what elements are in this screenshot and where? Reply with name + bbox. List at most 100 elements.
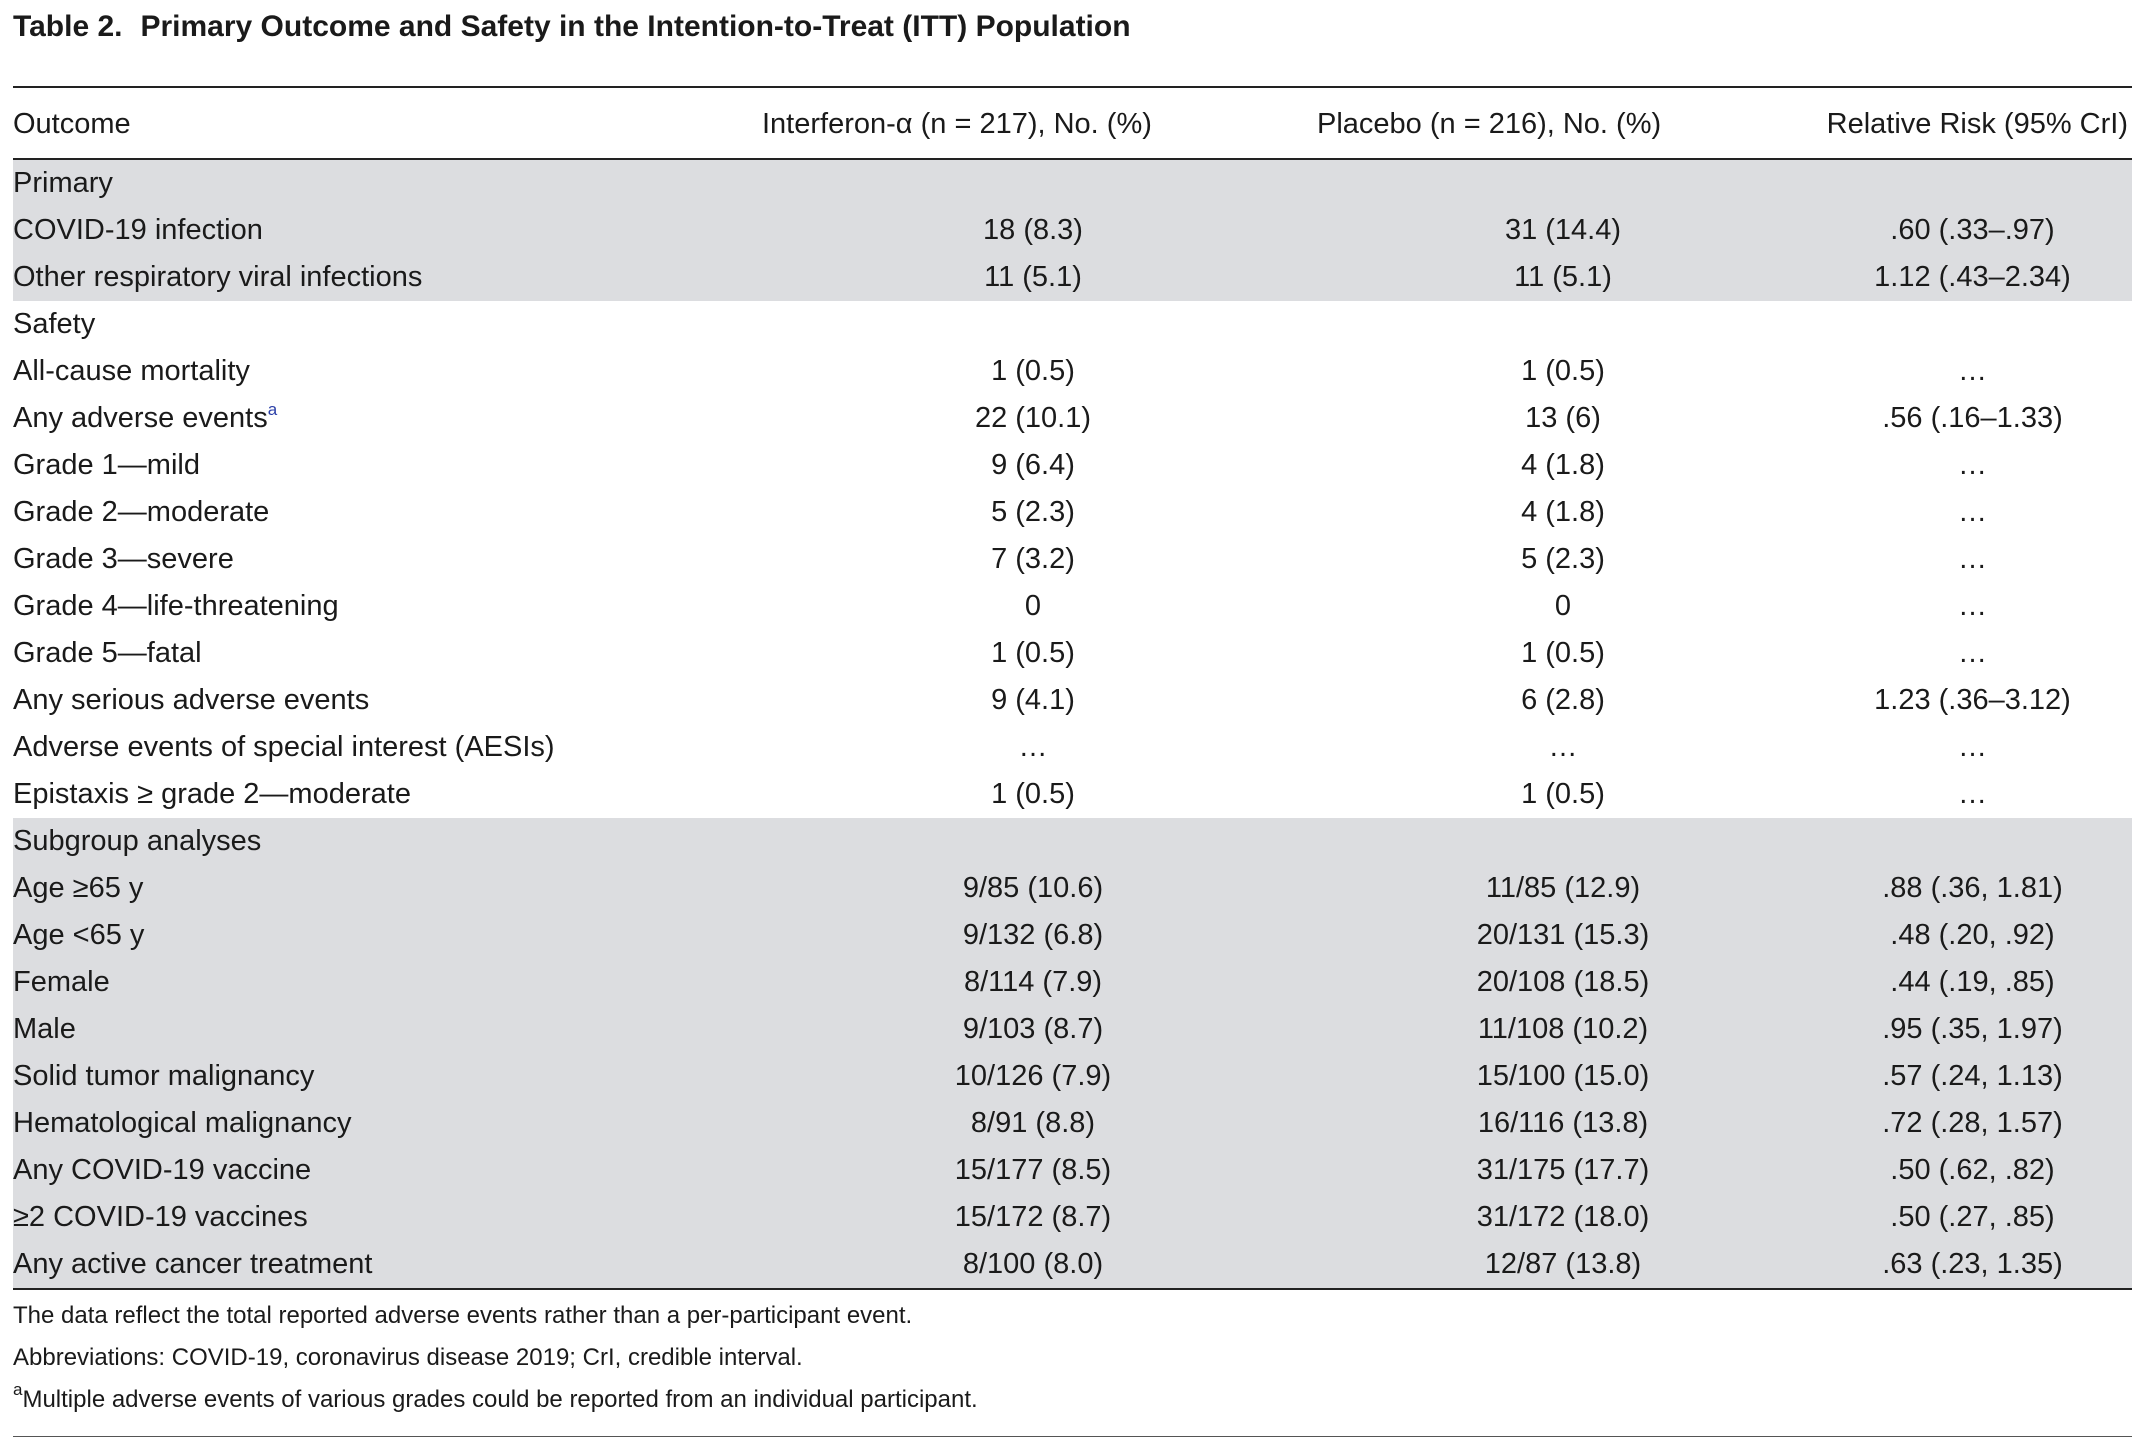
top-rule — [13, 86, 2132, 88]
outcome-cell: Grade 2—moderate — [13, 489, 753, 536]
interferon-cell: 1 (0.5) — [991, 355, 1075, 387]
outcome-label: Other respiratory viral infections — [13, 261, 423, 293]
placebo-cell: 1 (0.5) — [1521, 637, 1605, 669]
interferon-cell: 5 (2.3) — [991, 496, 1075, 528]
outcome-cell: Epistaxis ≥ grade 2—moderate — [13, 771, 753, 818]
placebo-cell: 31/172 (18.0) — [1313, 1194, 1813, 1241]
table-row: Age ≥65 y 9/85 (10.6) 11/85 (12.9) .88 (.36… — [13, 865, 2132, 912]
outcome-label: Grade 4—life-threatening — [13, 590, 339, 622]
interferon-cell — [753, 160, 1313, 207]
outcome-cell: ≥2 COVID-19 vaccines — [13, 1194, 753, 1241]
relative-risk-cell: .57 (.24, 1.13) — [1813, 1053, 2132, 1100]
interferon-cell: 8/91 (8.8) — [753, 1100, 1313, 1147]
table-title-text: Primary Outcome and Safety in the Intent… — [140, 10, 1131, 43]
footnote-a: aMultiple adverse events of various grad… — [13, 1381, 978, 1413]
relative-risk-cell: .50 (.62, .82) — [1813, 1147, 2132, 1194]
bottom-rule — [13, 1288, 2132, 1290]
table-row: Male 9/103 (8.7) 11/108 (10.2) .95 (.35, 1.… — [13, 1006, 2132, 1053]
interferon-cell: 0 — [1024, 590, 1042, 622]
interferon-cell: 11 (5.1) — [753, 254, 1313, 301]
relative-risk-cell — [1813, 818, 2132, 865]
relative-risk-cell: .63 (.23, 1.35) — [1813, 1241, 2132, 1288]
outcome-label: Any active cancer treatment — [13, 1248, 373, 1280]
interferon-cell: 9/103 (8.7) — [753, 1006, 1313, 1053]
footnote-data-note: The data reflect the total reported adve… — [13, 1302, 913, 1329]
placebo-cell — [1313, 301, 1813, 348]
placebo-cell: 15/100 (15.0) — [1313, 1053, 1813, 1100]
outcome-cell: COVID-19 infection — [13, 207, 753, 254]
interferon-cell: 15/172 (8.7) — [753, 1194, 1313, 1241]
outcome-label: Primary — [13, 167, 113, 199]
interferon-cell: 18 (8.3) — [753, 207, 1313, 254]
placebo-cell: 4 (1.8) — [1521, 496, 1605, 528]
table-row: COVID-19 infection 18 (8.3) 31 (14.4) .60 (… — [13, 207, 2132, 254]
outcome-cell: Grade 5—fatal — [13, 630, 753, 677]
interferon-cell: 8/114 (7.9) — [753, 959, 1313, 1006]
outcome-cell: Female — [13, 959, 753, 1006]
outcome-label: Grade 3—severe — [13, 543, 234, 575]
placebo-cell: 6 (2.8) — [1521, 684, 1605, 716]
placebo-cell: 1 (0.5) — [1521, 355, 1605, 387]
table-row: Solid tumor malignancy 10/126 (7.9) 15/100… — [13, 1053, 2132, 1100]
section-label: Primary — [13, 160, 753, 207]
relative-risk-cell: … — [1958, 778, 1987, 810]
relative-risk-cell: .95 (.35, 1.97) — [1813, 1006, 2132, 1053]
outcome-cell: Any adverse eventsa — [13, 395, 753, 442]
relative-risk-cell: … — [1958, 590, 1987, 622]
outcome-label: ≥2 COVID-19 vaccines — [13, 1201, 308, 1233]
placebo-cell: 1 (0.5) — [1521, 778, 1605, 810]
outcome-label: Age <65 y — [13, 919, 145, 951]
placebo-cell: … — [1548, 731, 1578, 763]
section-row: Subgroup analyses — [13, 818, 2132, 865]
outcome-label: Any serious adverse events — [13, 684, 370, 716]
outcome-label: All-cause mortality — [13, 355, 250, 387]
table-row: Other respiratory viral infections 11 (5.… — [13, 254, 2132, 301]
footnotes: The data reflect the total reported adve… — [13, 1302, 978, 1428]
table-title: Table 2. Primary Outcome and Safety in th… — [13, 10, 1131, 44]
interferon-cell: 9/85 (10.6) — [753, 865, 1313, 912]
outcome-label: Epistaxis ≥ grade 2—moderate — [13, 778, 411, 810]
table-body: Primary COVID-19 infection 18 (8.3) 31 (14.… — [13, 160, 2132, 1288]
outcome-cell: Grade 3—severe — [13, 536, 753, 583]
relative-risk-cell: .56 (.16–1.33) — [1882, 402, 2063, 434]
relative-risk-cell: .44 (.19, .85) — [1813, 959, 2132, 1006]
outcome-label: Any COVID-19 vaccine — [13, 1154, 312, 1186]
interferon-cell: 9 (4.1) — [991, 684, 1075, 716]
placebo-cell: 20/108 (18.5) — [1313, 959, 1813, 1006]
table-header: Outcome Interferon-α (n = 217), No. (%) … — [13, 108, 2132, 148]
interferon-cell — [753, 301, 1313, 348]
placebo-cell — [1313, 160, 1813, 207]
outcome-label: Subgroup analyses — [13, 825, 262, 857]
placebo-cell: 11 (5.1) — [1313, 254, 1813, 301]
placebo-cell: 31 (14.4) — [1313, 207, 1813, 254]
outcome-label: Any adverse events — [13, 402, 268, 434]
outcome-cell: Any active cancer treatment — [13, 1241, 753, 1288]
outcome-cell: Hematological malignancy — [13, 1100, 753, 1147]
table-row: Adverse events of special interest (AESI… — [13, 724, 2132, 771]
interferon-cell: 1 (0.5) — [991, 778, 1075, 810]
header-outcome: Outcome — [13, 108, 131, 140]
placebo-cell: 16/116 (13.8) — [1313, 1100, 1813, 1147]
placebo-cell: 11/108 (10.2) — [1313, 1006, 1813, 1053]
relative-risk-cell: … — [1958, 637, 1987, 669]
outcome-cell: Grade 1—mild — [13, 442, 753, 489]
interferon-cell: 1 (0.5) — [991, 637, 1075, 669]
relative-risk-cell: … — [1958, 496, 1987, 528]
interferon-cell: 22 (10.1) — [974, 402, 1092, 434]
table-row: All-cause mortality 1 (0.5) 1 (0.5)… — [13, 348, 2132, 395]
table-row: Any active cancer treatment 8/100 (8.0) 12… — [13, 1241, 2132, 1288]
outcome-cell: All-cause mortality — [13, 348, 753, 395]
outcome-cell: Any COVID-19 vaccine — [13, 1147, 753, 1194]
header-placebo: Placebo (n = 216), No. (%) — [1317, 108, 1662, 140]
table-row: ≥2 COVID-19 vaccines 15/172 (8.7) 31/172 (… — [13, 1194, 2132, 1241]
relative-risk-cell: .50 (.27, .85) — [1813, 1194, 2132, 1241]
footnote-a-text: Multiple adverse events of various grade… — [22, 1386, 978, 1413]
placebo-cell: 11/85 (12.9) — [1313, 865, 1813, 912]
section-label: Subgroup analyses — [13, 818, 753, 865]
relative-risk-cell: … — [1958, 543, 1987, 575]
section-row: Primary — [13, 160, 2132, 207]
placebo-cell: 20/131 (15.3) — [1313, 912, 1813, 959]
footnote-ref: a — [267, 400, 278, 419]
end-rule — [13, 1436, 2132, 1437]
placebo-cell: 5 (2.3) — [1521, 543, 1605, 575]
